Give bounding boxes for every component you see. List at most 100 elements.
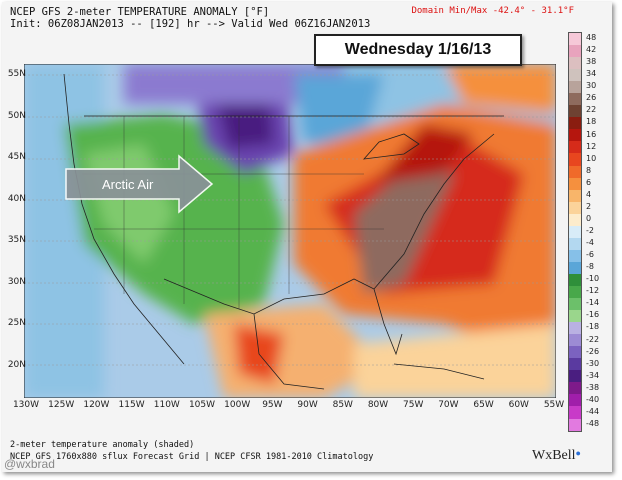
colorbar-label: 48 — [586, 33, 597, 43]
colorbar-segment — [569, 81, 581, 94]
colorbar-segment — [569, 177, 581, 190]
longitude-label: 115W — [118, 400, 145, 410]
longitude-label: 75W — [403, 400, 424, 410]
colorbar-segment — [569, 33, 581, 46]
colorbar-label: 26 — [586, 93, 597, 103]
colorbar-label: -48 — [586, 418, 600, 428]
colorbar-label: 16 — [586, 129, 597, 139]
longitude-label: 95W — [262, 400, 283, 410]
colorbar-segment — [569, 153, 581, 166]
colorbar-label: 0 — [586, 213, 592, 223]
colorbar-label: -4 — [586, 238, 594, 248]
colorbar-segment — [569, 129, 581, 142]
longitude-label: 60W — [508, 400, 529, 410]
colorbar-label: 30 — [586, 81, 597, 91]
longitude-label: 55W — [543, 400, 565, 410]
colorbar-label: -34 — [586, 370, 600, 380]
colorbar-segment — [569, 249, 581, 262]
colorbar-segment — [569, 394, 581, 407]
colorbar-label: -10 — [586, 274, 600, 284]
colorbar-segment — [569, 322, 581, 335]
map-plot: Arctic Air — [24, 64, 556, 398]
colorbar-segment — [569, 45, 581, 58]
colorbar-label: -12 — [586, 286, 600, 296]
colorbar-segment — [569, 189, 581, 202]
latitude-label: 40N — [7, 193, 26, 204]
colorbar-segment — [569, 285, 581, 299]
longitude-label: 100W — [224, 400, 251, 410]
colorbar-segment — [569, 69, 581, 82]
latitude-label: 50N — [7, 110, 26, 121]
longitude-label: 90W — [297, 400, 318, 410]
footer-description: 2-meter temperature anomaly (shaded) — [10, 440, 195, 450]
colorbar-label: -38 — [586, 382, 600, 392]
colorbar-segment — [569, 406, 581, 419]
header-title: NCEP GFS 2-meter TEMPERATURE ANOMALY [°F… — [10, 6, 270, 18]
latitude-label: 25N — [7, 318, 26, 328]
footer-source: NCEP GFS 1760x880 sflux Forecast Grid | … — [10, 452, 374, 462]
arctic-air-arrow: Arctic Air — [65, 154, 214, 214]
colorbar-label: -16 — [586, 310, 600, 320]
longitude-label: 70W — [438, 400, 459, 410]
colorbar-label: -22 — [586, 334, 600, 344]
colorbar-segment — [569, 213, 581, 226]
colorbar-label: -6 — [586, 250, 594, 260]
latitude-label: 30N — [7, 276, 26, 287]
latitude-label: 35N — [7, 235, 26, 245]
colorbar-label: 6 — [586, 177, 592, 187]
latitude-label: 20N — [7, 359, 26, 370]
colorbar-label: 12 — [586, 141, 597, 151]
colorbar-label: 8 — [586, 165, 592, 175]
wxbell-logo: WxBell● — [532, 448, 581, 464]
colorbar-segment — [569, 105, 581, 118]
colorbar-label: -14 — [586, 298, 600, 308]
colorbar-segment — [569, 165, 581, 178]
colorbar-label: 18 — [586, 117, 597, 127]
colorbar-segment — [569, 370, 581, 383]
domain-minmax: Domain Min/Max -42.4° - 31.1°F — [411, 6, 574, 16]
logo-dot-icon: ● — [575, 448, 581, 458]
colorbar-segment — [569, 418, 581, 431]
colorbar-segment — [569, 346, 581, 359]
colorbar-segment — [569, 201, 581, 214]
colorbar-label: 2 — [586, 201, 592, 211]
colorbar-segment — [569, 237, 581, 250]
colorbar-segment — [569, 225, 581, 238]
colorbar-segment — [569, 141, 581, 154]
colorbar — [568, 32, 582, 432]
colorbar-label: 42 — [586, 45, 597, 55]
colorbar-segment — [569, 261, 581, 274]
colorbar-segment — [569, 382, 581, 395]
colorbar-segment — [569, 310, 581, 323]
colorbar-label: 38 — [586, 57, 597, 67]
longitude-label: 125W — [48, 400, 75, 410]
valid-day-label: Wednesday 1/16/13 — [314, 34, 522, 66]
longitude-label: 120W — [83, 400, 110, 410]
longitude-label: 105W — [188, 400, 216, 410]
colorbar-segment — [569, 57, 581, 70]
colorbar-segment — [569, 93, 581, 106]
colorbar-segment — [569, 117, 581, 130]
colorbar-label: -44 — [586, 406, 600, 416]
colorbar-label: 34 — [586, 69, 597, 79]
latitude-label: 45N — [7, 152, 26, 162]
author-handle: @wxbrad — [4, 457, 55, 471]
latitude-label: 55N — [7, 69, 26, 79]
colorbar-label: -2 — [586, 226, 594, 235]
colorbar-segment — [569, 298, 581, 311]
colorbar-label: 22 — [586, 105, 597, 115]
colorbar-label: -18 — [586, 322, 600, 332]
colorbar-label: 4 — [586, 189, 592, 199]
colorbar-label: 10 — [586, 153, 597, 163]
map-frame: NCEP GFS 2-meter TEMPERATURE ANOMALY [°F… — [2, 2, 612, 472]
colorbar-segment — [569, 358, 581, 371]
longitude-label: 110W — [153, 400, 180, 410]
colorbar-label: -26 — [586, 346, 600, 356]
colorbar-label: -8 — [586, 262, 594, 272]
colorbar-label: -30 — [586, 358, 600, 368]
longitude-label: 80W — [367, 400, 389, 410]
longitude-label: 85W — [332, 400, 353, 410]
header-init: Init: 06Z08JAN2013 -- [192] hr --> Valid… — [10, 18, 371, 30]
logo-text: WxBell — [532, 448, 576, 463]
longitude-label: 65W — [473, 400, 494, 410]
